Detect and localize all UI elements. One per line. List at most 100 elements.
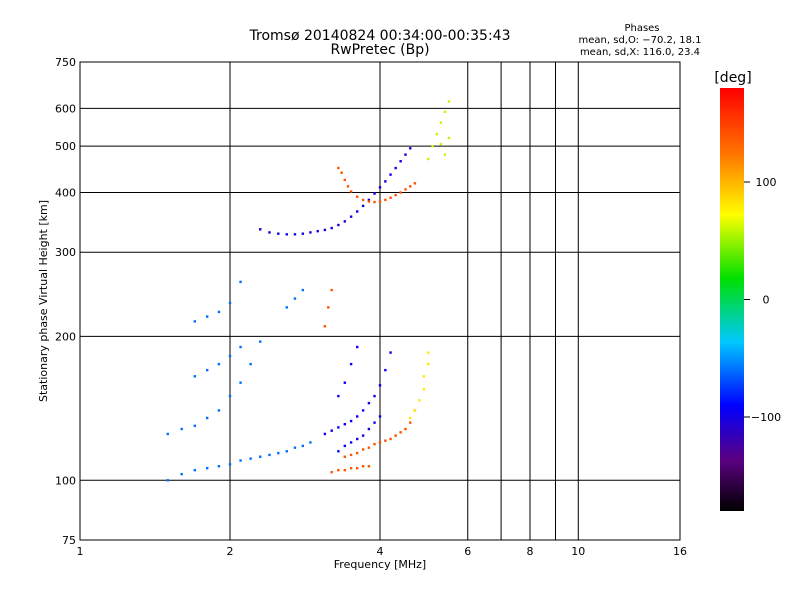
data-point: [337, 450, 340, 453]
x-tick-label: 1: [77, 545, 84, 558]
data-point: [349, 362, 353, 366]
data-point: [343, 178, 347, 182]
data-point: [166, 479, 169, 482]
data-point: [399, 160, 402, 163]
data-point: [346, 185, 350, 188]
chart-title: Tromsø 20140824 00:34:00-00:35:43: [249, 28, 511, 44]
data-point: [228, 301, 232, 305]
data-point: [293, 233, 297, 236]
data-point: [259, 340, 262, 343]
data-point: [330, 429, 333, 432]
data-point: [361, 204, 365, 208]
x-tick-label: 2: [227, 545, 234, 558]
data-point: [427, 157, 430, 161]
data-point: [439, 142, 443, 146]
data-point: [422, 388, 426, 391]
data-points: [166, 100, 451, 482]
legend-title: Phases: [624, 23, 659, 34]
series-upper-f-echoes: [427, 100, 451, 161]
series-o-mode-f-layer-trace: [259, 147, 412, 236]
data-point: [349, 215, 353, 218]
colorbar-gradient: [720, 88, 744, 511]
data-point: [301, 444, 305, 448]
data-point: [330, 470, 333, 474]
data-point: [166, 432, 169, 436]
data-point: [193, 468, 197, 472]
data-point: [316, 229, 319, 233]
data-point: [205, 466, 209, 470]
y-tick-label: 200: [55, 330, 76, 343]
data-point: [373, 421, 376, 424]
colorbar-tick-label: 0: [763, 294, 770, 307]
data-point: [327, 306, 330, 309]
data-point: [349, 441, 353, 444]
data-point: [373, 394, 376, 398]
data-point: [413, 409, 417, 412]
data-point: [389, 196, 392, 199]
data-point: [205, 315, 209, 318]
data-point: [193, 375, 197, 378]
x-tick-label: 10: [571, 545, 585, 558]
data-point: [373, 192, 376, 195]
data-point: [384, 198, 387, 202]
data-point: [193, 320, 197, 323]
data-point: [409, 421, 412, 424]
series-x-mode-f-layer-trace: [337, 166, 417, 204]
data-point: [249, 457, 252, 460]
colorbar-label: [deg]: [714, 70, 751, 86]
x-tick-label: 4: [377, 545, 384, 558]
data-point: [193, 424, 197, 428]
data-point: [180, 427, 183, 431]
legend-o-stats: mean, sd,O: −70.2, 18.1: [579, 35, 702, 46]
data-point: [447, 136, 451, 140]
data-point: [355, 210, 359, 213]
data-point: [378, 200, 382, 203]
y-tick-label: 750: [55, 56, 76, 69]
data-point: [431, 144, 434, 148]
data-point: [337, 166, 340, 170]
data-point: [301, 232, 305, 235]
data-point: [409, 185, 412, 188]
data-point: [228, 394, 232, 398]
data-point: [330, 226, 333, 230]
y-tick-label: 400: [55, 186, 76, 199]
data-point: [367, 200, 371, 203]
data-point: [343, 444, 347, 448]
data-point: [285, 233, 288, 236]
data-point: [277, 451, 280, 455]
data-point: [285, 450, 288, 453]
data-point: [378, 384, 382, 387]
data-point: [418, 399, 421, 402]
data-point: [349, 466, 353, 470]
data-point: [404, 427, 407, 431]
x-tick-label: 8: [527, 545, 534, 558]
data-point: [367, 446, 371, 449]
grid-lines: [80, 62, 680, 540]
data-point: [361, 434, 365, 437]
data-point: [355, 451, 359, 455]
data-point: [259, 228, 262, 231]
data-point: [285, 306, 288, 309]
data-point: [228, 354, 232, 358]
plot-frame: [79, 61, 681, 541]
y-tick-label: 300: [55, 246, 76, 259]
data-point: [293, 446, 297, 449]
x-axis-ticks: 1 2 4 6 8 10 16: [77, 545, 688, 558]
data-point: [217, 362, 221, 366]
data-point: [361, 448, 365, 451]
data-point: [422, 375, 426, 378]
x-tick-label: 6: [464, 545, 471, 558]
data-point: [373, 200, 376, 204]
data-point: [367, 465, 371, 468]
data-point: [355, 437, 359, 441]
data-point: [217, 310, 221, 314]
data-point: [343, 468, 347, 472]
data-point: [394, 166, 397, 170]
data-point: [367, 198, 371, 202]
colorbar-tick-label: 100: [756, 176, 777, 189]
legend-x-stats: mean, sd,X: 116.0, 23.4: [580, 47, 700, 58]
y-tick-label: 500: [55, 140, 76, 153]
data-point: [361, 465, 365, 468]
data-point: [361, 409, 365, 412]
